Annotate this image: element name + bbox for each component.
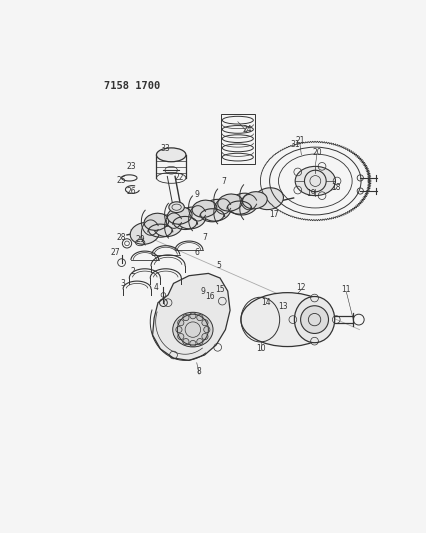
Text: 2: 2	[130, 268, 135, 276]
Circle shape	[177, 320, 184, 326]
Circle shape	[182, 314, 189, 321]
Ellipse shape	[153, 215, 182, 237]
Bar	[220, 114, 254, 164]
Text: 3: 3	[121, 279, 125, 288]
Ellipse shape	[294, 296, 334, 343]
Text: 11: 11	[341, 285, 350, 294]
Circle shape	[203, 327, 210, 333]
Text: 17: 17	[269, 209, 279, 219]
Circle shape	[300, 306, 328, 334]
Text: 16: 16	[204, 292, 214, 301]
Circle shape	[201, 320, 207, 326]
Text: 24: 24	[242, 125, 251, 134]
Circle shape	[182, 338, 189, 345]
Circle shape	[176, 327, 181, 333]
Text: 8: 8	[196, 367, 201, 376]
Text: 10: 10	[256, 344, 265, 353]
Text: 12: 12	[296, 283, 305, 292]
Circle shape	[196, 338, 202, 345]
Text: 23: 23	[126, 162, 135, 171]
Circle shape	[189, 313, 196, 319]
Ellipse shape	[240, 293, 333, 346]
Ellipse shape	[192, 200, 216, 217]
Text: 20: 20	[311, 148, 321, 157]
Circle shape	[201, 334, 207, 340]
Text: 7158 1700: 7158 1700	[104, 81, 160, 91]
Ellipse shape	[173, 312, 213, 347]
Text: 4: 4	[154, 283, 158, 292]
Text: 14: 14	[261, 298, 271, 307]
Text: 33: 33	[161, 144, 170, 153]
Text: 15: 15	[215, 285, 224, 294]
Text: 7: 7	[221, 177, 226, 186]
Ellipse shape	[228, 193, 257, 215]
Text: 7: 7	[201, 233, 207, 241]
Circle shape	[189, 341, 196, 346]
Text: 27: 27	[110, 248, 120, 257]
Text: 1: 1	[163, 220, 168, 229]
Text: 9: 9	[200, 287, 205, 296]
Text: 22: 22	[174, 173, 183, 182]
Ellipse shape	[156, 148, 185, 161]
Text: 31: 31	[290, 140, 299, 149]
Text: 18: 18	[331, 183, 340, 192]
Ellipse shape	[201, 199, 230, 221]
Ellipse shape	[130, 222, 159, 244]
Text: 5: 5	[216, 261, 220, 270]
Ellipse shape	[217, 194, 242, 211]
Text: 28: 28	[117, 233, 126, 241]
Text: 29: 29	[135, 235, 145, 244]
Text: 6: 6	[194, 248, 199, 257]
Text: 21: 21	[294, 136, 304, 146]
Ellipse shape	[168, 202, 184, 213]
Ellipse shape	[176, 207, 205, 229]
Polygon shape	[152, 273, 230, 360]
Ellipse shape	[167, 207, 192, 224]
Ellipse shape	[144, 213, 168, 230]
Text: 13: 13	[277, 302, 287, 311]
Ellipse shape	[294, 166, 335, 196]
Ellipse shape	[253, 188, 283, 209]
Text: 25: 25	[116, 176, 126, 185]
Circle shape	[177, 334, 184, 340]
Text: 19: 19	[305, 189, 315, 198]
Ellipse shape	[242, 192, 267, 209]
Text: 9: 9	[194, 190, 199, 199]
Circle shape	[196, 314, 202, 321]
Text: 26: 26	[126, 187, 135, 196]
